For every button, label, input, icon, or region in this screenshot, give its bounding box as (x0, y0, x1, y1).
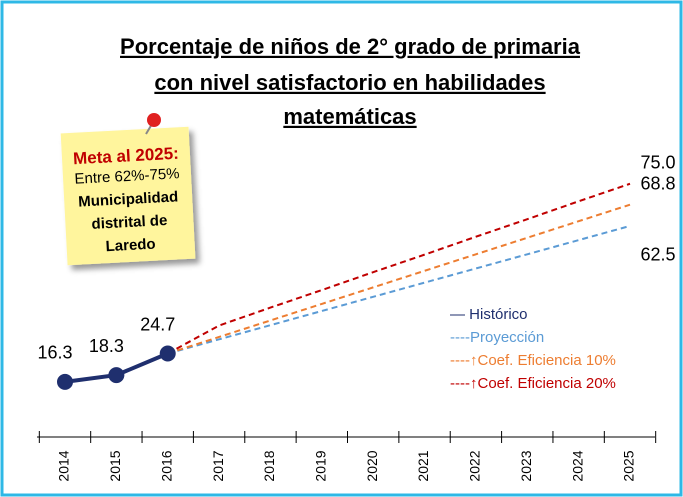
x-tick-label: 2014 (56, 450, 72, 481)
value-label: 75.0 (640, 153, 675, 173)
x-tick-label: 2017 (210, 450, 226, 481)
series-line (167, 182, 631, 355)
value-label: 68.8 (640, 173, 675, 193)
value-label: 24.7 (140, 314, 175, 334)
legend-entry: — Histórico (450, 306, 528, 323)
x-tick-label: 2018 (261, 450, 277, 481)
note-text: Entre 62%-75% (74, 165, 180, 187)
legend-entry: ----↑Coef. Eficiencia 20% (450, 375, 616, 392)
legend-entry: ----↑Coef. Eficiencia 10% (450, 352, 616, 369)
x-tick-label: 2025 (621, 450, 637, 481)
x-tick-label: 2021 (415, 450, 431, 481)
x-tick-label: 2020 (364, 450, 380, 481)
point (159, 345, 176, 362)
note-text: Laredo (105, 236, 156, 256)
x-tick-label: 2016 (158, 450, 174, 481)
value-label: 16.3 (37, 343, 72, 363)
x-tick-label: 2024 (569, 450, 585, 481)
note-text: Municipalidad (78, 188, 179, 210)
point (108, 367, 125, 384)
note-text: distrital de (91, 212, 168, 233)
x-tick-label: 2019 (313, 450, 329, 481)
series-line (167, 203, 631, 355)
note-paper (60, 126, 196, 266)
x-tick-label: 2022 (467, 450, 483, 481)
chart-title: Porcentaje de niños de 2° grado de prima… (120, 34, 581, 59)
value-label: 62.5 (640, 245, 675, 265)
point (57, 373, 73, 390)
x-tick-label: 2023 (518, 450, 534, 481)
chart-title: matemáticas (283, 104, 416, 129)
chart-title: con nivel satisfactorio en habilidades (154, 70, 545, 95)
sticky-note: Meta al 2025: Entre 62%-75% Municipalida… (60, 126, 196, 266)
legend-entry: ----Proyección (450, 329, 544, 346)
x-tick-label: 2015 (107, 450, 123, 481)
pin-head (147, 113, 161, 127)
value-label: 18.3 (89, 336, 124, 356)
